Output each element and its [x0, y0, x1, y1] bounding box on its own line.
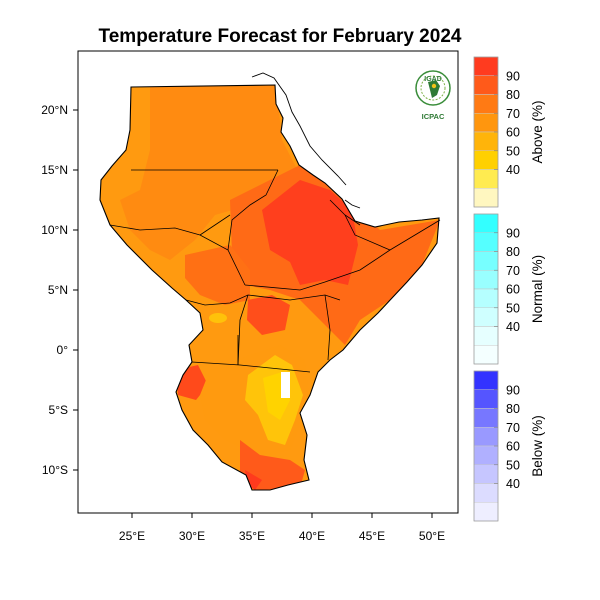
- colorbar-swatch: [473, 408, 499, 428]
- lon-tick: 45°E: [359, 529, 385, 543]
- colorbar-swatch: [473, 131, 499, 151]
- colorbar-tick: 40: [506, 163, 520, 177]
- colorbar-label: Normal (%): [530, 255, 545, 323]
- country-borders: [109, 169, 441, 373]
- colorbar-swatch: [473, 188, 499, 208]
- colorbar-swatch: [473, 94, 499, 114]
- colorbar-tick: 60: [506, 126, 520, 140]
- colorbar-tick: 70: [506, 107, 520, 121]
- colorbar-tick: 80: [506, 88, 520, 102]
- lon-tick: 50°E: [419, 529, 445, 543]
- igad-icpac-logo: IGAD ICPAC: [415, 70, 451, 121]
- colorbar-swatch: [473, 232, 499, 252]
- axis-ticks: [73, 109, 433, 518]
- colorbar-normal: 90 80 70 60 50 40 Normal (%): [473, 213, 545, 365]
- colorbar-tick: 80: [506, 245, 520, 259]
- colorbar-label: Above (%): [530, 100, 545, 163]
- lon-tick: 25°E: [119, 529, 145, 543]
- colorbar-swatch: [473, 169, 499, 189]
- lat-tick: 5°N: [48, 283, 68, 297]
- lon-tick: 40°E: [299, 529, 325, 543]
- colorbar-swatch: [473, 483, 499, 503]
- colorbar-swatch: [473, 56, 499, 76]
- colorbar-label: Below (%): [530, 415, 545, 477]
- colorbar-swatch: [473, 150, 499, 170]
- colorbar-swatch: [473, 326, 499, 346]
- colorbar-tick: 70: [506, 421, 520, 435]
- colorbar-swatch: [473, 75, 499, 95]
- svg-text:ICPAC: ICPAC: [422, 112, 445, 121]
- colorbar-tick: 50: [506, 144, 520, 158]
- svg-text:IGAD: IGAD: [424, 76, 442, 83]
- colorbar-tick: 90: [506, 226, 520, 240]
- map-title: Temperature Forecast for February 2024: [98, 26, 462, 47]
- colorbar-swatch: [473, 427, 499, 447]
- colorbar-swatch: [473, 113, 499, 133]
- colorbar-tick: 40: [506, 320, 520, 334]
- colorbar-swatch: [473, 389, 499, 409]
- colorbar-swatch: [473, 464, 499, 484]
- colorbar-tick: 90: [506, 383, 520, 397]
- colorbar-tick: 50: [506, 458, 520, 472]
- lat-tick: 10°N: [41, 223, 68, 237]
- colorbar-tick: 80: [506, 402, 520, 416]
- legend: 90 80 70 60 50 40 Above (%) 90 80 70 60 50 40 Normal …: [473, 56, 545, 522]
- colorbar-above: 90 80 70 60 50 40 Above (%): [473, 56, 545, 208]
- colorbar-tick: 60: [506, 440, 520, 454]
- lat-tick: 0°: [57, 343, 69, 357]
- lat-tick: 5°S: [49, 403, 68, 417]
- lat-tick: 10°S: [42, 463, 68, 477]
- colorbar-swatch: [473, 445, 499, 465]
- colorbar-tick: 70: [506, 264, 520, 278]
- colorbar-swatch: [473, 370, 499, 390]
- colorbar-tick: 90: [506, 69, 520, 83]
- colorbar-swatch: [473, 307, 499, 327]
- colorbar-tick: 60: [506, 283, 520, 297]
- lon-tick: 35°E: [239, 529, 265, 543]
- colorbar-below: 90 80 70 60 50 40 Below (%): [473, 370, 545, 522]
- colorbar-tick: 40: [506, 477, 520, 491]
- colorbar-swatch: [473, 288, 499, 308]
- colorbar-swatch: [473, 251, 499, 271]
- lat-tick: 20°N: [41, 103, 68, 117]
- colorbar-swatch: [473, 213, 499, 233]
- colorbar-swatch: [473, 270, 499, 290]
- colorbar-tick: 50: [506, 301, 520, 315]
- colorbar-swatch: [473, 345, 499, 365]
- lon-tick: 30°E: [179, 529, 205, 543]
- colorbar-swatch: [473, 502, 499, 522]
- lat-tick: 15°N: [41, 163, 68, 177]
